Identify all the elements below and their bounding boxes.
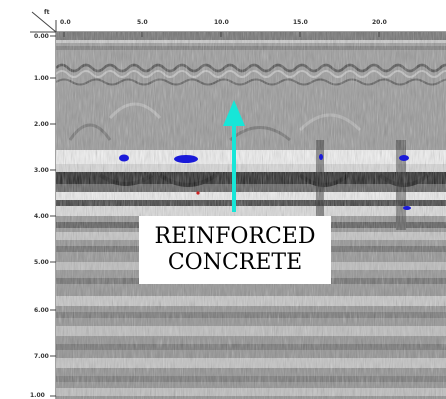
annotation-line-1: REINFORCED bbox=[154, 224, 316, 249]
radargram-plot bbox=[56, 32, 446, 399]
rebar-target-marker bbox=[399, 155, 409, 161]
rebar-target-marker bbox=[119, 154, 129, 162]
y-tick-label: 2.00 bbox=[34, 121, 49, 128]
y-tick-label: 0.00 bbox=[34, 33, 49, 40]
y-tick-label: 1.00 bbox=[34, 75, 49, 82]
x-tick-label: 15.0 bbox=[293, 19, 308, 26]
rebar-target-marker bbox=[174, 155, 198, 163]
annotation-arrow bbox=[223, 100, 245, 212]
x-tick-label: 20.0 bbox=[372, 19, 387, 26]
x-tick-label: 5.0 bbox=[137, 19, 148, 26]
rebar-target-marker bbox=[403, 206, 411, 210]
red-marker bbox=[196, 191, 200, 195]
x-tick-label: 0.0 bbox=[60, 19, 71, 26]
x-tick-label: 10.0 bbox=[214, 19, 229, 26]
y-tick-label: 7.00 bbox=[34, 353, 49, 360]
corner-diagonal bbox=[31, 11, 57, 33]
annotation-line-2: CONCRETE bbox=[167, 250, 303, 275]
axis-unit-label: ft bbox=[44, 9, 50, 16]
y-tick-label: 1.00 bbox=[30, 392, 45, 399]
y-tick-label: 4.00 bbox=[34, 213, 49, 220]
y-tick-label: 6.00 bbox=[34, 307, 49, 314]
x-axis-ticks bbox=[63, 32, 380, 37]
y-tick-label: 3.00 bbox=[34, 167, 49, 174]
rebar-target-marker bbox=[319, 154, 323, 160]
y-axis-ticks bbox=[50, 35, 56, 397]
reinforced-concrete-label: REINFORCED CONCRETE bbox=[139, 216, 331, 284]
y-tick-label: 5.00 bbox=[34, 259, 49, 266]
